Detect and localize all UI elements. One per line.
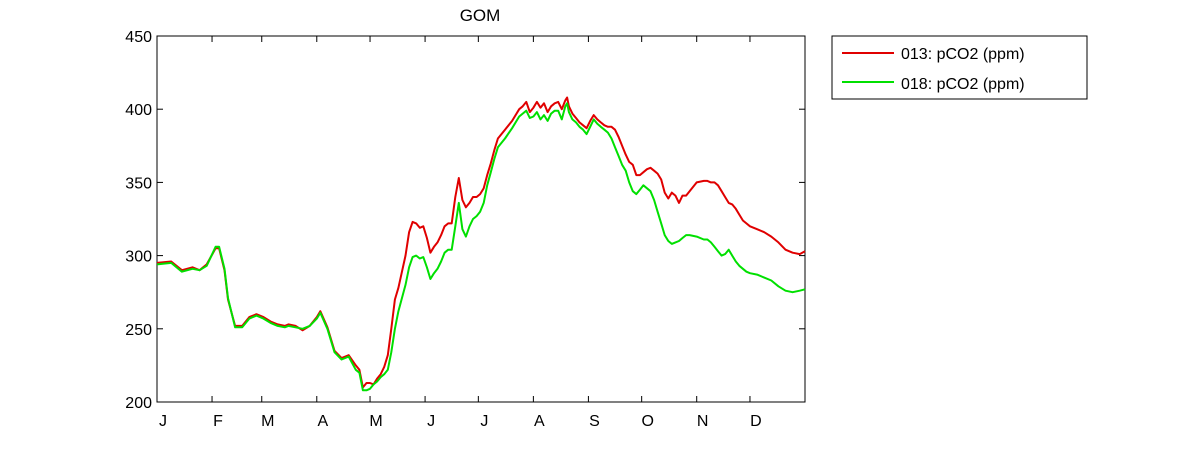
y-tick-label: 450 xyxy=(125,29,152,46)
chart-title: GOM xyxy=(460,6,501,25)
x-tick-label: N xyxy=(697,413,709,430)
series-layer xyxy=(156,96,806,392)
x-tick-label: A xyxy=(317,413,328,430)
legend-box xyxy=(831,35,1088,100)
y-tick-label: 350 xyxy=(125,175,152,192)
x-tick-label: J xyxy=(159,413,167,430)
legend-label-018: 018: pCO2 (ppm) xyxy=(901,76,1025,93)
x-tick-label: J xyxy=(480,413,488,430)
x-tick-label: A xyxy=(534,413,545,430)
plot-area xyxy=(156,35,806,403)
x-tick-label: M xyxy=(261,413,274,430)
y-tick-label: 400 xyxy=(125,102,152,119)
x-tick-label: F xyxy=(213,413,223,430)
x-tick-label: J xyxy=(427,413,435,430)
y-tick-label: 300 xyxy=(125,249,152,266)
legend: 013: pCO2 (ppm) 018: pCO2 (ppm) xyxy=(831,35,1088,100)
x-tick-label: D xyxy=(750,413,762,430)
x-tick-label: O xyxy=(641,413,653,430)
axes: 200 250 300 350 400 450 J F M A M J J A S O N D xyxy=(125,29,805,430)
y-tick-label: 250 xyxy=(125,322,152,339)
y-tick-label: 200 xyxy=(125,395,152,412)
legend-label-013: 013: pCO2 (ppm) xyxy=(901,46,1025,63)
x-tick-label: M xyxy=(369,413,382,430)
x-tick-label: S xyxy=(589,413,600,430)
series-line-1 xyxy=(156,102,806,392)
